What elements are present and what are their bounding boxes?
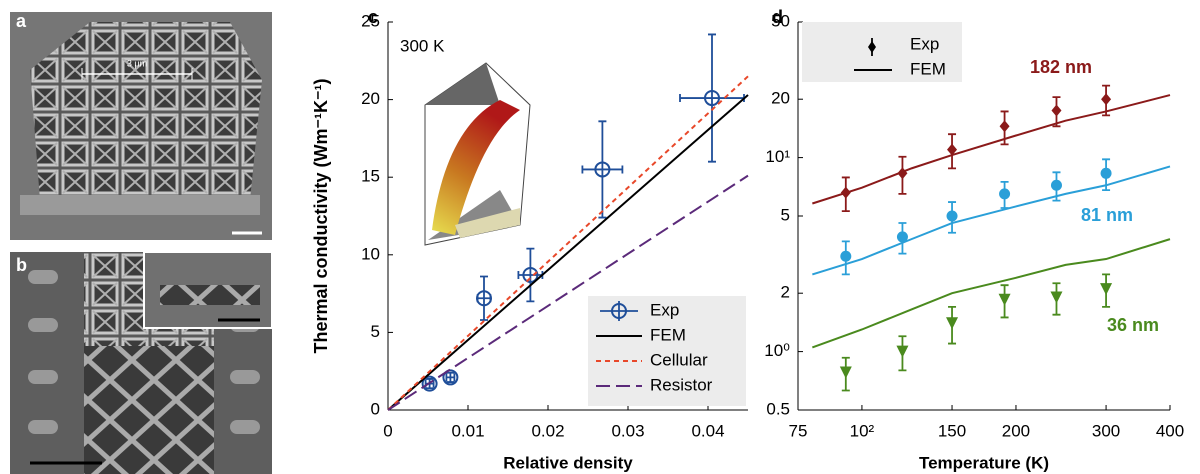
marker: [998, 293, 1011, 306]
marker: [840, 250, 852, 262]
image-a: [10, 12, 272, 240]
line: [812, 94, 1171, 205]
x-tick-label: 10²: [850, 421, 875, 440]
line: [387, 75, 749, 411]
x-tick-label: 0.01: [451, 421, 484, 440]
x-tick-label: 75: [789, 421, 808, 440]
panel-label: b: [16, 255, 27, 275]
marker: [896, 231, 908, 243]
x-tick-label: 200: [1002, 421, 1030, 440]
error-bar-x: [581, 165, 624, 174]
marker: [611, 303, 627, 319]
legend-entry: Cellular: [650, 350, 708, 369]
panel-label: a: [16, 11, 27, 31]
y-tick-label: 10: [361, 244, 380, 263]
x-tick-label: 300: [1092, 421, 1120, 440]
image-b: [10, 251, 273, 474]
marker: [946, 210, 958, 222]
y-tick-label: 50: [771, 11, 790, 30]
scale-text: 3 μm: [127, 58, 147, 68]
x-tick-label: 150: [938, 421, 966, 440]
marker: [1050, 291, 1063, 304]
marker: [947, 143, 958, 156]
y-tick-label: 10¹: [765, 147, 790, 166]
legend-entry: FEM: [650, 325, 686, 344]
marker: [896, 345, 909, 358]
line: [387, 94, 749, 411]
panel-label: d: [772, 7, 783, 27]
y-tick-label: 0.5: [766, 399, 790, 418]
x-tick-label: 0.02: [531, 421, 564, 440]
marker: [594, 161, 611, 178]
x-tick-label: 0: [383, 421, 392, 440]
marker: [946, 317, 959, 330]
y-tick-label: 2: [781, 283, 790, 302]
series-label: 36 nm: [1107, 315, 1159, 335]
legend-symbol: [868, 41, 876, 53]
marker: [1101, 93, 1112, 106]
inset-3d: [424, 62, 531, 246]
annotation: 300 K: [400, 36, 445, 55]
legend-entry: Resistor: [650, 375, 713, 394]
error-bar-x: [445, 373, 456, 382]
marker: [522, 266, 539, 283]
marker: [999, 120, 1010, 133]
x-tick-label: 0.03: [611, 421, 644, 440]
legend-box: [588, 296, 746, 406]
y-tick-label: 25: [361, 11, 380, 30]
legend-box: [802, 22, 962, 82]
x-tick-label: 400: [1156, 421, 1184, 440]
series-label: 182 nm: [1030, 57, 1092, 77]
marker: [1100, 283, 1113, 296]
marker: [840, 186, 851, 199]
series-label: 81 nm: [1081, 205, 1133, 225]
marker: [999, 188, 1011, 200]
marker: [476, 290, 492, 307]
legend-entry: FEM: [910, 59, 946, 78]
x-tick-label: 0.04: [691, 421, 724, 440]
y-tick-label: 10⁰: [764, 341, 790, 360]
y-tick-label: 5: [371, 322, 380, 341]
marker: [1100, 167, 1112, 179]
y-tick-label: 15: [361, 167, 380, 186]
y-tick-label: 5: [781, 205, 790, 224]
marker: [421, 375, 438, 392]
legend-entry: Exp: [910, 34, 939, 53]
marker: [839, 366, 852, 379]
panel-label: c: [368, 7, 378, 27]
legend-entry: Exp: [650, 300, 679, 319]
x-axis-label: Relative density: [503, 453, 633, 472]
y-tick-label: 0: [371, 399, 380, 418]
y-axis-label: Thermal conductivity (Wm⁻¹K⁻¹): [311, 78, 331, 353]
x-axis-label: Temperature (K): [919, 453, 1049, 472]
y-tick-label: 20: [771, 89, 790, 108]
marker: [1050, 179, 1062, 191]
y-tick-label: 20: [361, 89, 380, 108]
line: [387, 174, 749, 411]
marker: [1051, 104, 1062, 117]
marker: [704, 90, 720, 107]
line: [812, 165, 1171, 276]
marker: [897, 167, 908, 180]
line: [812, 238, 1171, 349]
